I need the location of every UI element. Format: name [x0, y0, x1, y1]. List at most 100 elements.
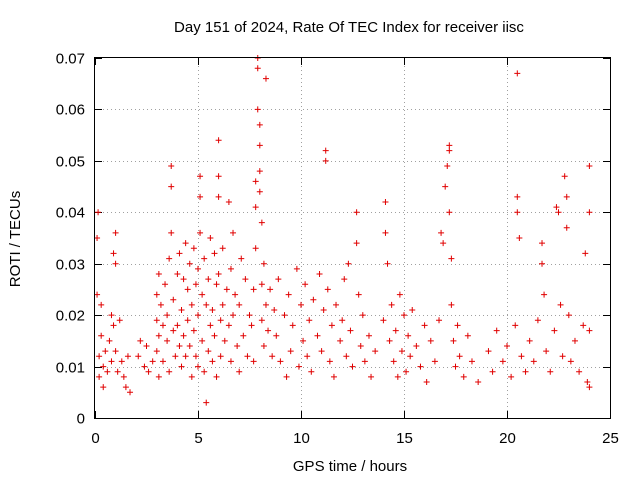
data-point: [289, 322, 296, 329]
data-point: [256, 121, 263, 128]
data-point: [475, 379, 482, 385]
data-point: [205, 348, 212, 355]
data-point: [300, 337, 307, 344]
data-point: [178, 307, 185, 313]
data-point: [267, 286, 274, 293]
data-point: [316, 271, 323, 277]
data-point: [452, 363, 459, 370]
grid: [95, 58, 610, 418]
data-point: [382, 199, 389, 205]
data-point: [446, 209, 453, 216]
data-point: [281, 312, 288, 319]
data-point: [499, 358, 506, 365]
data-point: [256, 168, 263, 175]
data-point: [252, 204, 259, 211]
data-point: [401, 312, 407, 319]
data-point: [310, 296, 317, 303]
data-point: [155, 271, 162, 277]
data-point: [112, 229, 119, 236]
data-point: [561, 173, 568, 180]
data-point: [256, 188, 263, 195]
data-point: [174, 271, 181, 277]
data-point: [203, 399, 210, 406]
x-tick-label: 10: [293, 430, 310, 447]
data-point: [234, 343, 241, 349]
data-point: [172, 353, 179, 360]
data-point: [260, 260, 267, 267]
data-point: [339, 317, 346, 324]
data-point: [586, 384, 593, 391]
data-point: [155, 332, 162, 339]
data-point: [180, 276, 187, 283]
data-point: [318, 348, 325, 355]
data-point: [213, 281, 220, 288]
data-point: [94, 291, 101, 298]
x-tick-label: 5: [194, 430, 202, 447]
data-point: [211, 332, 218, 339]
data-point: [328, 322, 335, 329]
data-point: [258, 281, 265, 288]
data-point: [504, 343, 510, 349]
data-point: [192, 353, 199, 360]
data-point: [388, 301, 395, 308]
data-point: [184, 286, 191, 293]
data-point: [333, 301, 340, 308]
data-point: [407, 353, 414, 360]
data-point: [353, 240, 360, 247]
data-point: [287, 348, 294, 355]
data-point: [324, 286, 331, 293]
data-point: [209, 307, 216, 313]
x-axis-label: GPS time / hours: [293, 458, 407, 475]
data-point: [586, 209, 593, 216]
data-point: [116, 317, 123, 324]
data-point: [242, 276, 249, 283]
data-point: [112, 348, 119, 355]
data-point: [489, 368, 496, 375]
data-point: [238, 255, 245, 262]
data-point: [190, 245, 197, 252]
data-point: [246, 312, 253, 319]
data-point: [436, 317, 443, 324]
data-point: [398, 348, 405, 355]
data-point: [219, 245, 226, 252]
data-point: [576, 368, 583, 375]
data-point: [192, 281, 199, 288]
data-point: [195, 265, 201, 272]
data-point: [460, 373, 467, 380]
data-point: [444, 163, 451, 169]
data-point: [512, 322, 519, 329]
data-point: [541, 291, 548, 298]
x-tick-label: 15: [396, 430, 413, 447]
data-point: [372, 348, 379, 355]
data-point: [102, 348, 109, 355]
data-point: [559, 353, 566, 360]
data-point: [269, 353, 276, 360]
data-point: [431, 358, 438, 365]
data-point: [273, 332, 280, 339]
data-point: [137, 337, 144, 344]
data-point: [203, 301, 210, 308]
data-point: [265, 327, 272, 334]
data-point: [330, 373, 337, 380]
data-point: [153, 317, 160, 324]
data-point: [94, 235, 101, 241]
data-point: [118, 358, 125, 365]
data-point: [217, 317, 224, 324]
data-point: [205, 276, 212, 283]
data-point: [100, 384, 107, 391]
data-point: [166, 255, 173, 262]
data-point: [170, 327, 177, 334]
data-point: [302, 281, 309, 288]
data-point: [446, 147, 453, 154]
data-point: [96, 373, 103, 380]
data-point: [199, 337, 206, 344]
data-point: [227, 358, 234, 365]
data-point: [423, 379, 430, 385]
data-point: [403, 368, 410, 375]
data-point: [539, 260, 546, 267]
data-point: [98, 332, 105, 339]
y-tick-label: 0.06: [56, 102, 85, 119]
data-point: [553, 204, 560, 211]
data-point: [405, 332, 412, 339]
data-point: [508, 373, 515, 380]
